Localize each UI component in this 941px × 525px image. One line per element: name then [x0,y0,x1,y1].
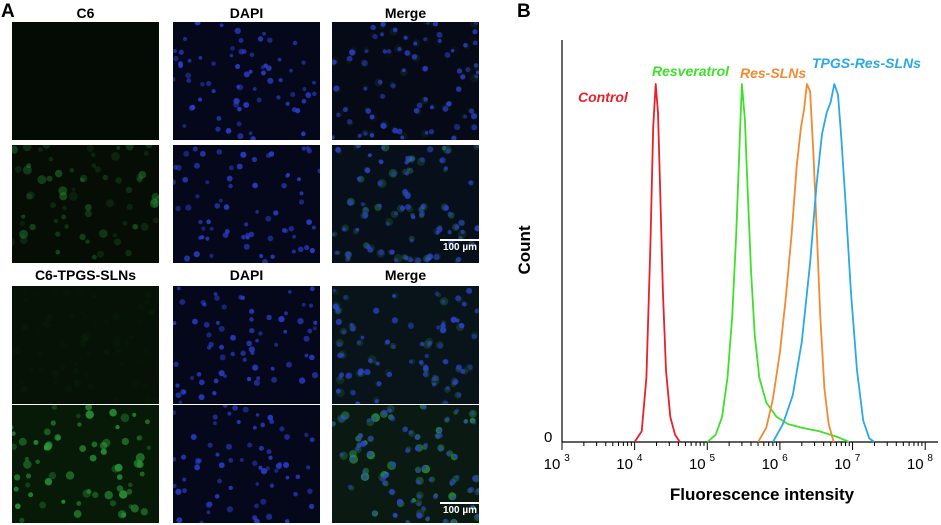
x-tick-exponent: 3 [564,453,570,464]
series-group [633,83,875,443]
micrograph-c6-treated [12,145,159,263]
x-tick-label: 10 [689,456,706,473]
micrograph-dapi-3 [173,286,320,404]
panel-b-letter: B [517,1,531,22]
series-label-resveratrol: Resveratrol [652,63,730,79]
header-c6-tpgs-slns: C6-TPGS-SLNs [34,267,137,283]
micrograph-merge-4 [332,405,479,523]
header-dapi-bottom: DAPI [229,267,264,283]
scale-bar-top [440,239,480,241]
x-ticks [561,442,926,450]
series-line-tpgs-res-slns [772,83,875,443]
series-line-res-slns [757,83,835,443]
x-tick-label: 10 [544,456,561,473]
x-tick-labels: 10 3 10 4 10 5 10 6 10 7 10 8 [544,453,934,473]
micrograph-dapi-2 [173,145,320,263]
series-label-control: Control [578,89,629,105]
micrograph-merge-1 [332,22,479,140]
micrograph-merge-3 [332,286,479,404]
series-label-res-slns: Res-SLNs [740,65,806,81]
x-tick-label: 10 [616,456,633,473]
series-line-control [633,83,681,443]
micrograph-c6-tpgs-control [12,286,159,404]
micrograph-merge-2 [332,145,479,263]
scale-bar-label-top: 100 µm [442,242,478,253]
series-line-resveratrol [706,83,850,443]
x-tick-exponent: 8 [927,453,933,464]
x-tick-exponent: 5 [710,453,716,464]
x-axis-title: Fluorescence intensity [670,485,855,504]
x-tick-label: 10 [762,456,779,473]
header-c6: C6 [76,5,95,21]
micrograph-c6-control [12,22,159,140]
micrograph-dapi-1 [173,22,320,140]
x-tick-exponent: 7 [855,453,861,464]
scale-bar-bottom [440,502,480,504]
header-merge-top: Merge [384,5,427,21]
scale-bar-label-bottom: 100 µm [442,505,478,516]
header-dapi-top: DAPI [229,5,264,21]
y-zero-label: 0 [544,429,552,446]
panel-a-letter: A [1,1,15,22]
header-merge-bottom: Merge [384,267,427,283]
chart-axes [561,40,938,443]
y-axis-title: Count [515,225,534,274]
x-tick-exponent: 4 [637,453,643,464]
x-tick-exponent: 6 [782,453,788,464]
x-tick-label: 10 [834,456,851,473]
micrograph-dapi-4 [173,405,320,523]
micrograph-c6-tpgs-treated [12,405,159,523]
series-label-tpgs-res-slns: TPGS-Res-SLNs [812,55,921,71]
x-tick-label: 10 [907,456,924,473]
